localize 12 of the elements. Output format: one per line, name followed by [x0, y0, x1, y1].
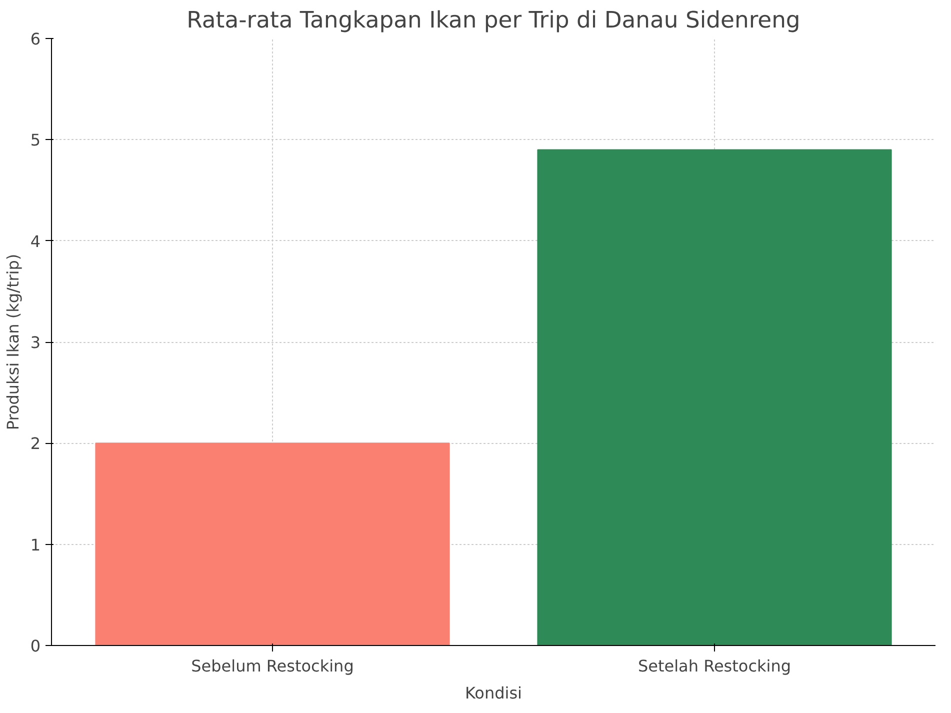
x-axis-title: Kondisi [464, 684, 522, 702]
y-tick-label: 3 [30, 333, 41, 352]
chart-title: Rata-rata Tangkapan Ikan per Trip di Danau Sidenreng [186, 8, 800, 34]
y-tick-label: 1 [30, 535, 41, 554]
y-tick-label: 4 [30, 232, 41, 251]
y-tick-label: 0 [30, 636, 41, 656]
y-axis-title: Produksi Ikan (kg/trip) [3, 254, 22, 430]
x-tick-label: Sebelum Restocking [191, 656, 354, 676]
x-tick-label: Setelah Restocking [638, 656, 792, 676]
y-tick-label: 2 [30, 434, 41, 454]
y-tick-label: 5 [30, 130, 41, 150]
y-tick-label: 6 [30, 30, 41, 48]
